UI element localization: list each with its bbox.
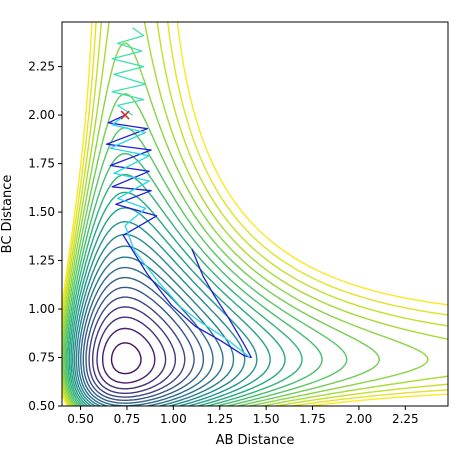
x-axis-label: AB Distance <box>216 433 295 448</box>
y-tick-label: 2.25 <box>28 60 55 74</box>
contour-line <box>88 296 186 398</box>
start-marker <box>120 110 130 120</box>
contour-line <box>82 276 205 404</box>
contour-line <box>70 207 271 406</box>
x-tick-label: 0.75 <box>114 412 141 426</box>
contour-line <box>77 256 224 406</box>
x-tick-label: 2.25 <box>392 412 419 426</box>
y-tick-label: 1.25 <box>28 254 55 268</box>
y-tick-label: 1.75 <box>28 157 55 171</box>
contour-line <box>85 286 195 401</box>
trajectory-line <box>111 27 147 116</box>
contour-line <box>64 127 348 406</box>
contour-line <box>68 191 286 406</box>
contour-line <box>62 22 448 406</box>
y-tick-label: 0.50 <box>28 399 55 413</box>
contour-line <box>75 245 235 406</box>
plot-frame <box>61 21 449 407</box>
trajectory-line <box>109 114 250 358</box>
contour-line <box>96 316 167 390</box>
trajectory-line <box>105 114 252 359</box>
x-tick-label: 1.50 <box>253 412 280 426</box>
y-axis-ticks: 0.50 0.75 1.00 1.25 1.50 1.75 2.00 2.25 <box>28 60 62 413</box>
start-marker-group <box>120 110 130 120</box>
contour-line <box>110 342 142 375</box>
y-axis-label: BC Distance <box>0 175 15 254</box>
x-tick-label: 1.75 <box>299 412 326 426</box>
y-tick-label: 0.75 <box>28 351 55 365</box>
contour-line <box>92 306 177 394</box>
y-tick-label: 1.50 <box>28 205 55 219</box>
y-tick-label: 2.00 <box>28 108 55 122</box>
contour-line <box>62 22 448 406</box>
plot-background <box>62 22 448 406</box>
contour-line <box>80 266 214 406</box>
contour-line <box>102 327 156 384</box>
contour-line <box>63 93 380 406</box>
x-axis-ticks: 0.50 0.75 1.00 1.25 1.50 1.75 2.00 2.25 <box>67 406 419 426</box>
x-tick-label: 0.50 <box>67 412 94 426</box>
x-tick-label: 1.00 <box>160 412 187 426</box>
contour-line <box>72 221 258 406</box>
trajectory-lines <box>105 27 252 359</box>
contour-lines <box>62 22 448 406</box>
contour-line <box>62 22 448 406</box>
contour-line <box>67 173 303 406</box>
y-tick-label: 1.00 <box>28 302 55 316</box>
contour-line <box>65 153 323 406</box>
x-tick-label: 2.00 <box>346 412 373 426</box>
contour-line <box>62 22 448 406</box>
contour-line <box>62 42 429 406</box>
x-tick-label: 1.25 <box>206 412 233 426</box>
